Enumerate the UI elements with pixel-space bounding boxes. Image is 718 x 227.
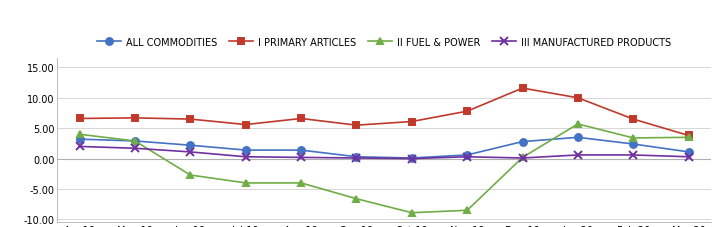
Line: II FUEL & POWER: II FUEL & POWER <box>76 121 692 216</box>
I PRIMARY ARTICLES <box>463 110 472 113</box>
ALL COMMODITIES <box>574 136 582 139</box>
II FUEL & POWER <box>629 137 638 140</box>
I PRIMARY ARTICLES <box>352 124 360 127</box>
III MANUFACTURED PRODUCTS <box>463 156 472 158</box>
I PRIMARY ARTICLES <box>518 87 527 90</box>
III MANUFACTURED PRODUCTS <box>131 147 139 150</box>
Legend: ALL COMMODITIES, I PRIMARY ARTICLES, II FUEL & POWER, III MANUFACTURED PRODUCTS: ALL COMMODITIES, I PRIMARY ARTICLES, II … <box>97 38 671 48</box>
III MANUFACTURED PRODUCTS <box>574 154 582 157</box>
ALL COMMODITIES <box>131 140 139 143</box>
II FUEL & POWER <box>518 156 527 159</box>
I PRIMARY ARTICLES <box>684 135 693 137</box>
I PRIMARY ARTICLES <box>629 118 638 121</box>
Line: III MANUFACTURED PRODUCTS: III MANUFACTURED PRODUCTS <box>75 143 693 163</box>
III MANUFACTURED PRODUCTS <box>352 157 360 160</box>
III MANUFACTURED PRODUCTS <box>241 156 250 158</box>
II FUEL & POWER <box>186 174 195 177</box>
III MANUFACTURED PRODUCTS <box>629 154 638 157</box>
ALL COMMODITIES <box>352 156 360 158</box>
ALL COMMODITIES <box>518 141 527 143</box>
II FUEL & POWER <box>75 133 84 136</box>
I PRIMARY ARTICLES <box>297 118 305 120</box>
I PRIMARY ARTICLES <box>131 117 139 120</box>
III MANUFACTURED PRODUCTS <box>75 146 84 148</box>
II FUEL & POWER <box>408 211 416 214</box>
II FUEL & POWER <box>241 182 250 185</box>
III MANUFACTURED PRODUCTS <box>186 151 195 154</box>
II FUEL & POWER <box>463 209 472 212</box>
ALL COMMODITIES <box>629 143 638 146</box>
ALL COMMODITIES <box>241 149 250 152</box>
I PRIMARY ARTICLES <box>75 118 84 120</box>
ALL COMMODITIES <box>75 138 84 141</box>
ALL COMMODITIES <box>684 151 693 154</box>
ALL COMMODITIES <box>463 154 472 157</box>
ALL COMMODITIES <box>408 157 416 160</box>
III MANUFACTURED PRODUCTS <box>684 156 693 158</box>
II FUEL & POWER <box>574 123 582 126</box>
II FUEL & POWER <box>352 197 360 200</box>
ALL COMMODITIES <box>186 144 195 147</box>
I PRIMARY ARTICLES <box>574 97 582 100</box>
III MANUFACTURED PRODUCTS <box>297 156 305 159</box>
ALL COMMODITIES <box>297 149 305 152</box>
III MANUFACTURED PRODUCTS <box>408 158 416 160</box>
Line: I PRIMARY ARTICLES: I PRIMARY ARTICLES <box>76 85 692 139</box>
II FUEL & POWER <box>131 140 139 143</box>
I PRIMARY ARTICLES <box>241 124 250 126</box>
III MANUFACTURED PRODUCTS <box>518 157 527 160</box>
II FUEL & POWER <box>297 182 305 185</box>
I PRIMARY ARTICLES <box>186 118 195 121</box>
II FUEL & POWER <box>684 136 693 139</box>
Line: ALL COMMODITIES: ALL COMMODITIES <box>76 134 692 162</box>
I PRIMARY ARTICLES <box>408 121 416 123</box>
